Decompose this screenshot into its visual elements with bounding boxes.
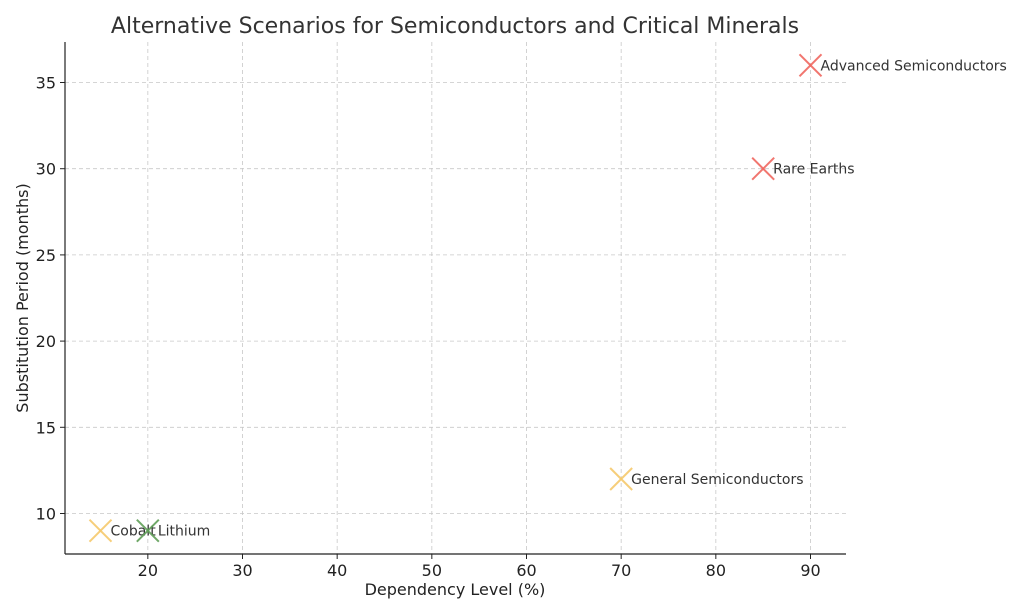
x-tick-label: 30: [232, 561, 252, 580]
x-marker-stroke: [751, 156, 775, 181]
x-tick-label: 90: [800, 561, 820, 580]
ticks-layer: 20 30 40 50 60 70 80 90 10 15 20 25 30 35: [36, 74, 821, 580]
chart-title: Alternative Scenarios for Semiconductors…: [111, 14, 799, 39]
x-tick-label: 20: [138, 561, 158, 580]
points-layer: Advanced Semiconductors Rare Earths Genera…: [88, 53, 1007, 543]
x-marker-stroke: [798, 53, 823, 77]
x-tick-label: 80: [706, 561, 726, 580]
x-marker-stroke: [609, 467, 633, 491]
data-point: Advanced Semiconductors: [798, 53, 1007, 77]
y-tick-label: 35: [36, 74, 56, 93]
y-tick-label: 10: [36, 504, 56, 523]
x-tick-label: 70: [611, 561, 631, 580]
data-point: Lithium: [136, 519, 210, 543]
x-marker-stroke: [136, 519, 160, 543]
point-label: Rare Earths: [773, 162, 854, 178]
y-tick-label: 25: [36, 246, 56, 265]
x-tick-label: 60: [516, 561, 536, 580]
y-tick-label: 30: [36, 160, 56, 179]
grid-layer: [65, 42, 846, 554]
y-tick-label: 20: [36, 332, 56, 351]
x-marker-stroke: [88, 519, 113, 543]
data-point: Rare Earths: [751, 156, 855, 181]
x-tick-label: 50: [422, 561, 442, 580]
y-axis-label: Substitution Period (months): [13, 183, 32, 412]
point-label: Advanced Semiconductors: [821, 58, 1007, 74]
data-point: Cobalt: [88, 519, 156, 543]
point-label: General Semiconductors: [631, 472, 803, 488]
point-label: Lithium: [158, 524, 210, 540]
x-tick-label: 40: [327, 561, 347, 580]
x-axis-label: Dependency Level (%): [365, 580, 546, 599]
y-tick-label: 15: [36, 418, 56, 437]
data-point: General Semiconductors: [609, 467, 804, 491]
